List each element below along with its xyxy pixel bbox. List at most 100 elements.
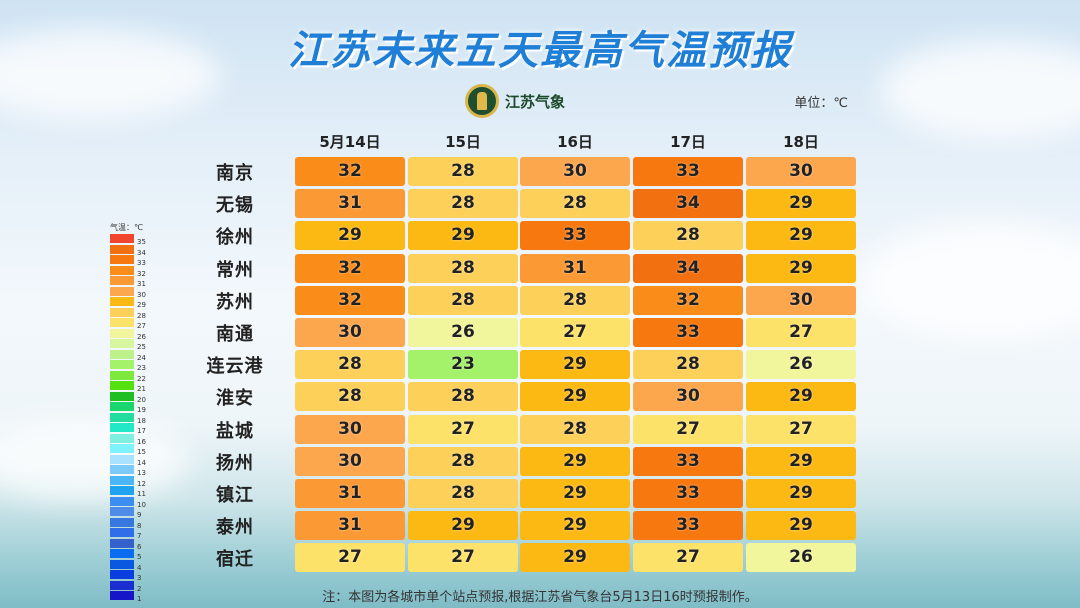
meteorology-seal-icon xyxy=(465,84,499,118)
heatmap-cell: 29 xyxy=(408,221,518,251)
legend-label: 6 xyxy=(137,542,142,551)
heatmap-cell: 27 xyxy=(520,318,630,347)
heatmap-cell: 29 xyxy=(408,511,518,541)
heatmap-cell: 34 xyxy=(633,189,743,219)
legend-label: 25 xyxy=(137,343,146,351)
legend-swatch xyxy=(110,297,134,306)
row-header: 镇江 xyxy=(216,485,254,506)
legend-swatch xyxy=(110,507,134,516)
heatmap-cell: 28 xyxy=(295,350,405,380)
column-header: 15日 xyxy=(445,133,481,151)
legend-swatch xyxy=(110,454,134,464)
heatmap-cell: 27 xyxy=(633,543,743,573)
heatmap-cell: 32 xyxy=(633,285,743,315)
legend-swatch xyxy=(110,517,134,527)
heatmap-cell: 30 xyxy=(746,285,856,315)
legend-label: 32 xyxy=(137,269,146,278)
legend-label: 18 xyxy=(137,416,146,425)
heatmap-cell: 27 xyxy=(746,318,856,347)
heatmap-cell: 27 xyxy=(408,543,518,573)
row-header: 南通 xyxy=(216,324,254,345)
legend-swatch xyxy=(110,412,134,422)
page-title: 江苏未来五天最高气温预报 xyxy=(288,28,792,74)
heatmap-cell: 26 xyxy=(746,350,856,380)
heatmap-cell: 28 xyxy=(408,479,518,508)
heatmap-cell: 32 xyxy=(295,253,405,283)
legend-swatch xyxy=(110,475,134,485)
heatmap-cell: 30 xyxy=(295,318,405,347)
heatmap-cell: 31 xyxy=(295,511,405,541)
legend-label: 14 xyxy=(137,458,146,467)
legend-label: 27 xyxy=(137,322,146,330)
legend-label: 2 xyxy=(137,584,142,593)
row-header: 盐城 xyxy=(216,420,254,442)
heatmap-cell: 28 xyxy=(633,221,743,251)
heatmap-cell: 33 xyxy=(520,221,630,251)
heatmap-cell: 32 xyxy=(295,157,405,186)
heatmap-cell: 30 xyxy=(520,157,630,186)
legend-label: 33 xyxy=(137,259,146,267)
row-header: 南京 xyxy=(216,163,254,184)
heatmap-cell: 29 xyxy=(520,543,630,573)
legend-label: 22 xyxy=(137,374,146,383)
row-header: 无锡 xyxy=(216,195,254,217)
heatmap-cell: 28 xyxy=(408,157,518,186)
legend-swatch xyxy=(110,339,134,348)
heatmap-cell: 28 xyxy=(408,253,518,283)
heatmap-cell: 28 xyxy=(520,189,630,219)
heatmap-cell: 33 xyxy=(633,446,743,476)
row-header: 徐州 xyxy=(216,227,254,249)
legend-label: 28 xyxy=(137,311,146,320)
heatmap-cell: 29 xyxy=(746,446,856,476)
heatmap-cell: 30 xyxy=(295,414,405,444)
heatmap-cell: 29 xyxy=(746,253,856,283)
legend-swatch xyxy=(110,307,134,317)
legend-label: 17 xyxy=(137,427,146,435)
heatmap-cell: 29 xyxy=(746,382,856,412)
column-header: 16日 xyxy=(557,133,593,151)
legend-swatch xyxy=(110,265,134,275)
legend-swatch xyxy=(110,444,134,453)
row-header: 扬州 xyxy=(216,452,254,474)
legend-label: 3 xyxy=(137,574,142,582)
color-legend: 气温：℃ 35 34 33 32 31 30 29 28 27 26 25 24 23 22 21 20 19 1… xyxy=(110,222,146,603)
heatmap-cell: 28 xyxy=(520,285,630,315)
heatmap-cell: 26 xyxy=(746,543,856,573)
legend-label: 11 xyxy=(137,490,146,498)
column-header: 18日 xyxy=(783,133,819,151)
legend-swatch xyxy=(110,423,134,432)
legend-swatch xyxy=(110,465,134,474)
column-header: 17日 xyxy=(670,133,706,151)
legend-label: 20 xyxy=(137,395,146,404)
legend-label: 12 xyxy=(137,479,146,488)
heatmap-cell: 27 xyxy=(295,543,405,573)
heatmap-cell: 27 xyxy=(408,414,518,444)
legend-label: 1 xyxy=(137,595,142,603)
legend-swatch xyxy=(110,528,134,537)
heatmap-cell: 29 xyxy=(520,511,630,541)
unit-label: 单位：℃ xyxy=(794,96,848,111)
heatmap-cell: 27 xyxy=(633,414,743,444)
heatmap-cell: 28 xyxy=(633,350,743,380)
legend-label: 10 xyxy=(137,500,146,509)
heatmap-cell: 29 xyxy=(746,511,856,541)
legend-label: 26 xyxy=(137,332,146,341)
heatmap-cell: 28 xyxy=(408,382,518,412)
legend-swatch xyxy=(110,381,134,390)
heatmap-cell: 31 xyxy=(295,189,405,219)
heatmap-cell: 29 xyxy=(746,189,856,219)
legend-title: 气温：℃ xyxy=(110,223,143,232)
footnote: 注：本图为各城市单个站点预报,根据江苏省气象台5月13日16时预报制作。 xyxy=(322,590,758,605)
legend-label: 5 xyxy=(137,553,142,561)
logo-text: 江苏气象 xyxy=(505,92,566,111)
row-header: 连云港 xyxy=(206,356,264,378)
logo: 江苏气象 xyxy=(465,84,565,118)
legend-swatch xyxy=(110,370,134,380)
heatmap-cell: 27 xyxy=(746,414,856,444)
legend-swatch xyxy=(110,360,134,369)
heatmap-cell: 29 xyxy=(295,221,405,251)
legend-swatch xyxy=(110,559,134,569)
legend-swatch xyxy=(110,496,134,506)
row-header: 苏州 xyxy=(216,291,254,313)
legend-swatch xyxy=(110,328,134,338)
